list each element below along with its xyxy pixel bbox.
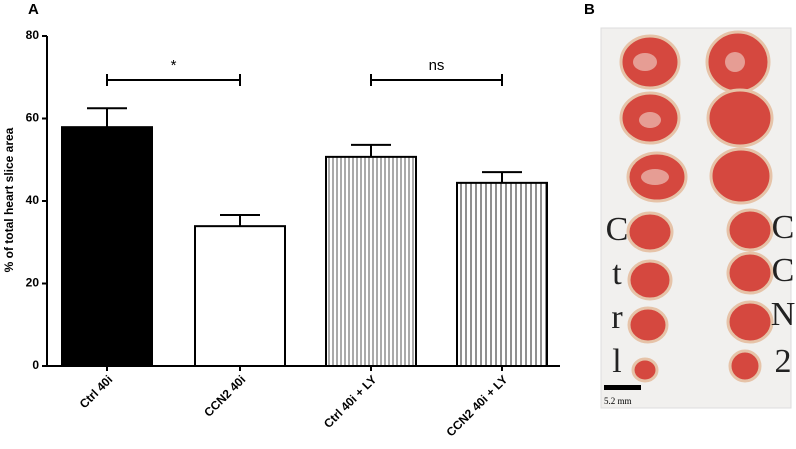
bar [194, 225, 286, 367]
photo-letter: l [612, 343, 621, 380]
y-tick-label: 60 [26, 111, 40, 125]
photo-letter: r [611, 299, 623, 336]
y-tick-label: 20 [26, 276, 40, 290]
photo-letter: 2 [775, 343, 792, 380]
scale-bar-label: 5.2 mm [604, 396, 632, 406]
significance-label: * [171, 57, 177, 74]
significance-label: ns [429, 57, 445, 74]
x-tick-label: CCN2 40i [201, 372, 248, 419]
x-tick-label: Ctrl 40i [77, 372, 116, 411]
y-tick-label: 40 [26, 193, 40, 207]
photo-letter: C [772, 252, 795, 289]
photo-letter: t [612, 255, 622, 292]
photo-letter: N [771, 296, 796, 333]
slice-highlights [633, 52, 745, 185]
photo-letter: C [772, 209, 795, 246]
y-axis-label: % of total heart slice area [2, 127, 16, 272]
x-tick-label: CCN2 40i + LY [443, 372, 510, 439]
bar [61, 126, 153, 367]
panel-label: A [28, 1, 39, 18]
photo [600, 27, 792, 409]
panel-label: B [584, 1, 595, 18]
y-tick-label: 80 [26, 28, 40, 42]
y-tick-label: 0 [32, 358, 39, 372]
photo-letter: C [606, 211, 629, 248]
heart-slices [619, 30, 774, 383]
scale-bar [604, 385, 641, 390]
bar [325, 155, 417, 367]
x-tick-label: Ctrl 40i + LY [321, 372, 379, 430]
bar [456, 181, 548, 367]
